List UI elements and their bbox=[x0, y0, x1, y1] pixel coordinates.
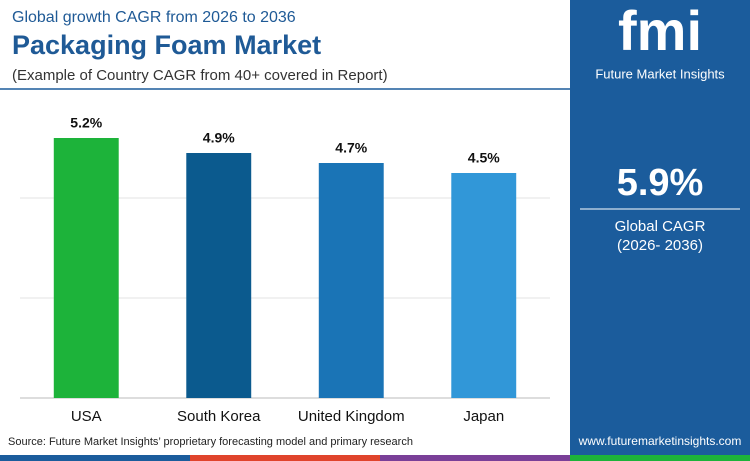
global-cagr-period: (2026- 2036) bbox=[617, 237, 703, 254]
logo: fmi bbox=[618, 0, 702, 62]
kicker: Global growth CAGR from 2026 to 2036 bbox=[12, 9, 296, 26]
value-label: 5.2% bbox=[70, 115, 102, 131]
value-label: 4.5% bbox=[468, 150, 500, 166]
value-label: 4.7% bbox=[335, 140, 367, 156]
x-tick-label: USA bbox=[71, 408, 102, 425]
side-panel bbox=[570, 0, 750, 455]
bar bbox=[53, 138, 119, 398]
footer-strip bbox=[570, 455, 750, 461]
footer-strip bbox=[380, 455, 570, 461]
x-tick-label: Japan bbox=[463, 408, 504, 425]
source: Source: Future Market Insights’ propriet… bbox=[8, 436, 413, 448]
x-tick-label: United Kingdom bbox=[298, 408, 405, 425]
bar bbox=[186, 153, 252, 398]
chart-title: Packaging Foam Market bbox=[12, 30, 321, 60]
global-cagr-label: Global CAGR bbox=[615, 218, 706, 235]
bar bbox=[451, 173, 517, 398]
bar bbox=[318, 163, 384, 398]
url: www.futuremarketinsights.com bbox=[578, 434, 742, 448]
brand: Future Market Insights bbox=[595, 66, 725, 81]
value-label: 4.9% bbox=[203, 130, 235, 146]
footer-strip bbox=[190, 455, 380, 461]
global-cagr-value: 5.9% bbox=[617, 162, 704, 204]
x-tick-label: South Korea bbox=[177, 408, 261, 425]
footer-strip bbox=[0, 455, 190, 461]
subtitle: (Example of Country CAGR from 40+ covere… bbox=[12, 67, 388, 84]
